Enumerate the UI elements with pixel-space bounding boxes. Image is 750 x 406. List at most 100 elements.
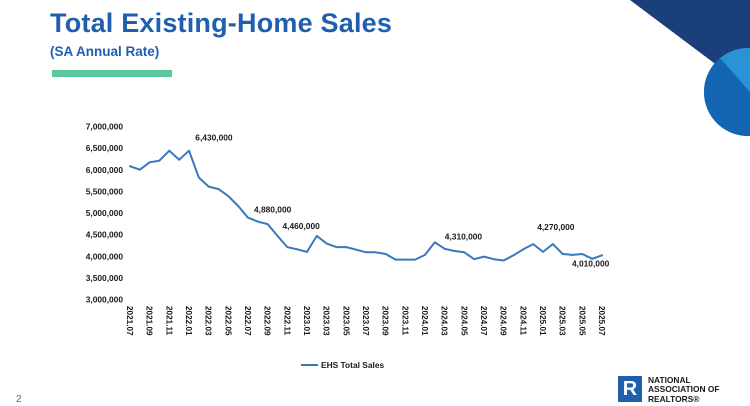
data-point — [129, 165, 131, 168]
x-tick-label: 2023.03 — [322, 306, 331, 336]
logo-line-1: NATIONAL — [648, 375, 691, 385]
page-number: 2 — [16, 394, 22, 405]
data-point — [571, 254, 574, 256]
logo-text: NATIONAL ASSOCIATION OF REALTORS® — [648, 375, 720, 404]
data-point — [168, 149, 171, 152]
series-line — [129, 149, 603, 262]
x-tick-label: 2021.07 — [125, 306, 134, 336]
y-tick-label: 4,500,000 — [86, 230, 124, 240]
realtors-logo: R NATIONAL ASSOCIATION OF REALTORS® — [618, 374, 748, 404]
data-point — [404, 258, 407, 261]
x-tick-label: 2023.11 — [400, 306, 409, 336]
data-point — [483, 255, 485, 258]
data-point — [601, 254, 603, 257]
corner-decoration — [630, 0, 750, 137]
data-point — [178, 158, 181, 161]
x-tick-label: 2024.11 — [518, 306, 527, 336]
data-point — [276, 235, 279, 237]
x-tick-label: 2023.05 — [341, 306, 350, 336]
x-tick-label: 2022.05 — [223, 306, 232, 336]
x-tick-label: 2022.01 — [184, 306, 193, 336]
x-tick-label: 2025.01 — [538, 306, 547, 336]
data-point — [315, 235, 318, 237]
data-point — [424, 254, 426, 256]
data-point — [227, 195, 230, 198]
realtor-r-icon: R — [618, 376, 642, 402]
data-point — [355, 248, 358, 251]
data-point — [188, 149, 190, 152]
data-point — [345, 246, 348, 249]
data-point — [384, 253, 387, 255]
x-tick-label: 2023.07 — [361, 306, 370, 336]
data-point — [463, 251, 466, 254]
x-tick-label: 2022.07 — [243, 306, 252, 336]
x-tick-label: 2022.03 — [204, 306, 213, 336]
corner-circle-shade — [703, 58, 750, 137]
data-point — [561, 253, 564, 255]
y-tick-label: 3,500,000 — [86, 273, 124, 283]
data-point — [502, 259, 505, 262]
series-group — [129, 149, 603, 262]
data-point — [237, 205, 240, 207]
data-point — [433, 241, 436, 244]
legend: EHS Total Sales — [301, 360, 384, 370]
data-point — [473, 258, 476, 261]
x-tick-label: 2025.03 — [558, 306, 567, 336]
logo-line-2: ASSOCIATION OF — [648, 384, 720, 395]
x-tick-label: 2023.09 — [381, 306, 390, 336]
y-tick-label: 5,500,000 — [86, 186, 124, 196]
data-label: 4,270,000 — [537, 222, 575, 232]
y-tick-label: 7,000,000 — [86, 122, 124, 132]
data-point — [148, 161, 151, 164]
data-point — [296, 248, 299, 251]
x-tick-label: 2024.05 — [459, 306, 468, 336]
data-label: 4,010,000 — [572, 258, 610, 268]
data-point — [453, 250, 456, 252]
data-point — [394, 258, 397, 261]
data-point — [286, 246, 289, 249]
data-label: 4,880,000 — [254, 205, 292, 215]
data-label: 6,430,000 — [195, 133, 233, 143]
x-tick-label: 2022.09 — [263, 306, 272, 336]
x-tick-label: 2024.09 — [499, 306, 508, 336]
data-point — [443, 247, 446, 250]
page-subtitle: (SA Annual Rate) — [50, 44, 160, 59]
page-title: Total Existing-Home Sales — [50, 8, 393, 38]
data-point — [247, 216, 249, 219]
data-point — [266, 223, 269, 226]
x-tick-label: 2024.07 — [479, 306, 488, 336]
annotation-group: 6,430,000 4,880,000 4,460,000 4,310,000 4,27… — [195, 133, 609, 269]
y-tick-label: 6,000,000 — [86, 165, 124, 175]
data-point — [365, 251, 367, 254]
x-tick-label: 2024.01 — [420, 306, 429, 336]
data-point — [374, 251, 377, 254]
data-point — [532, 243, 535, 246]
x-tick-label: 2025.07 — [597, 306, 606, 336]
y-axis: 3,000,000 3,500,000 4,000,000 4,500,000 5,00… — [86, 122, 124, 305]
y-tick-label: 5,000,000 — [86, 208, 124, 218]
data-point — [256, 220, 259, 223]
data-point — [335, 246, 338, 249]
x-axis: 2021.07 2021.09 2021.11 2022.01 2022.03 2022.… — [125, 306, 606, 336]
data-point — [591, 257, 594, 260]
data-point — [325, 242, 328, 245]
data-point — [551, 243, 554, 246]
data-point — [581, 253, 584, 255]
data-point — [542, 251, 544, 253]
data-point — [512, 254, 515, 257]
data-point — [492, 258, 495, 261]
title-accent-bar — [52, 70, 172, 77]
x-tick-label: 2021.09 — [145, 306, 154, 336]
y-tick-label: 3,000,000 — [86, 295, 124, 305]
data-point — [217, 188, 220, 191]
data-label: 4,460,000 — [283, 221, 321, 231]
data-point — [197, 176, 200, 179]
data-point — [522, 248, 525, 251]
logo-line-3: REALTORS® — [648, 393, 700, 404]
data-point — [306, 251, 308, 253]
data-label: 4,310,000 — [445, 231, 483, 241]
legend-label: EHS Total Sales — [321, 360, 384, 370]
data-point — [158, 159, 161, 162]
y-tick-label: 6,500,000 — [86, 143, 124, 153]
